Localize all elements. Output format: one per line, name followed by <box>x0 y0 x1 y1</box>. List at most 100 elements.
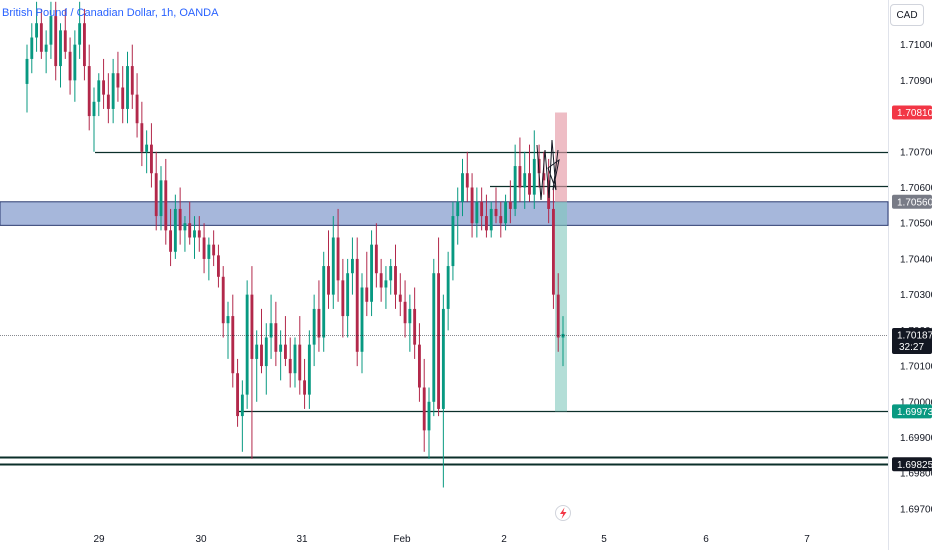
price-badge: 1.70560 <box>892 194 932 209</box>
candle-body <box>207 244 211 259</box>
candle-body <box>63 30 67 52</box>
candle <box>92 87 96 152</box>
y-tick-label: 1.69800 <box>900 469 932 480</box>
candle <box>370 230 374 317</box>
candle <box>355 237 359 367</box>
price-badge-text: 1.69973 <box>897 407 932 418</box>
candle-body <box>403 301 407 324</box>
candle-body <box>322 266 326 338</box>
candle-body <box>446 266 450 309</box>
candle <box>159 166 163 231</box>
candle <box>145 130 149 174</box>
candle <box>245 280 249 409</box>
candle-body <box>288 358 292 374</box>
candle-body <box>82 23 86 67</box>
candle-body <box>532 158 536 195</box>
candle-body <box>126 66 129 109</box>
candle <box>87 44 91 131</box>
candle <box>465 151 469 202</box>
candle-body <box>44 44 48 52</box>
candle <box>25 44 29 113</box>
candle-body <box>504 201 508 224</box>
candle <box>384 266 388 309</box>
currency-button[interactable]: CAD <box>890 4 924 26</box>
candle <box>312 294 316 367</box>
candle <box>154 151 158 231</box>
candle-body <box>49 16 53 45</box>
candle <box>470 173 474 238</box>
candle-body <box>327 266 330 295</box>
candle <box>130 44 134 109</box>
candle <box>212 230 216 267</box>
candle <box>437 237 441 417</box>
candle-body <box>556 294 560 338</box>
candle-body <box>68 51 72 81</box>
candle <box>303 358 307 409</box>
price-badge: 1.70810 <box>892 105 932 120</box>
candle-body <box>408 308 412 324</box>
y-tick-label: 1.70700 <box>900 147 932 158</box>
x-tick-label: 30 <box>195 534 207 545</box>
candle <box>322 251 326 352</box>
y-tick-label: 1.71000 <box>900 40 932 51</box>
candle-body <box>197 230 201 238</box>
candle <box>255 330 259 402</box>
candle <box>413 287 417 359</box>
candle <box>173 194 177 259</box>
candle-body <box>317 308 321 338</box>
candle <box>49 1 53 59</box>
candle <box>528 144 531 202</box>
candle <box>240 380 244 452</box>
candle-body <box>379 273 383 288</box>
candle-body <box>164 180 168 231</box>
candle-body <box>499 216 503 224</box>
candle <box>260 308 263 374</box>
candle-body <box>360 287 364 352</box>
candle <box>346 258 350 338</box>
candle-body <box>135 94 139 124</box>
candle-body <box>255 344 259 359</box>
candle-body <box>350 258 354 274</box>
x-tick-label: Feb <box>393 534 411 545</box>
stop-loss-zone <box>555 112 567 202</box>
candle <box>499 201 503 238</box>
candle-body <box>432 273 436 402</box>
x-tick-label: 2 <box>501 534 507 545</box>
candle-body <box>159 180 163 217</box>
candle <box>197 216 201 252</box>
candle-body <box>54 16 58 67</box>
candle-body <box>154 173 158 217</box>
symbol-legend[interactable]: British Pound / Canadian Dollar, 1h, OAN… <box>2 7 219 19</box>
candle <box>226 301 230 359</box>
candle-body <box>121 87 125 109</box>
candle-body <box>226 316 230 324</box>
candle-body <box>303 380 307 395</box>
candle-body <box>145 144 149 152</box>
y-tick-label: 1.70100 <box>900 362 932 373</box>
candle-body <box>149 144 153 174</box>
price-badge-bg <box>892 194 932 209</box>
candle <box>183 216 187 252</box>
candle <box>116 51 120 102</box>
candle-body <box>528 173 531 195</box>
lightning-icon <box>555 505 571 521</box>
candle <box>556 273 560 352</box>
price-badge-text: 1.69825 <box>897 460 932 471</box>
candle-body <box>183 223 187 231</box>
candle-body <box>279 344 283 352</box>
candle-body <box>413 308 417 345</box>
candle <box>417 323 421 402</box>
candle-body <box>39 23 43 52</box>
candle <box>532 130 536 209</box>
price-badge-text: 1.70187 <box>897 331 932 342</box>
candle <box>63 8 67 59</box>
candle <box>451 201 455 281</box>
candle <box>44 30 48 74</box>
candle <box>82 8 86 81</box>
candle-body <box>355 258 359 352</box>
candle <box>250 266 254 459</box>
candle-body <box>542 173 546 181</box>
candle <box>518 137 522 202</box>
